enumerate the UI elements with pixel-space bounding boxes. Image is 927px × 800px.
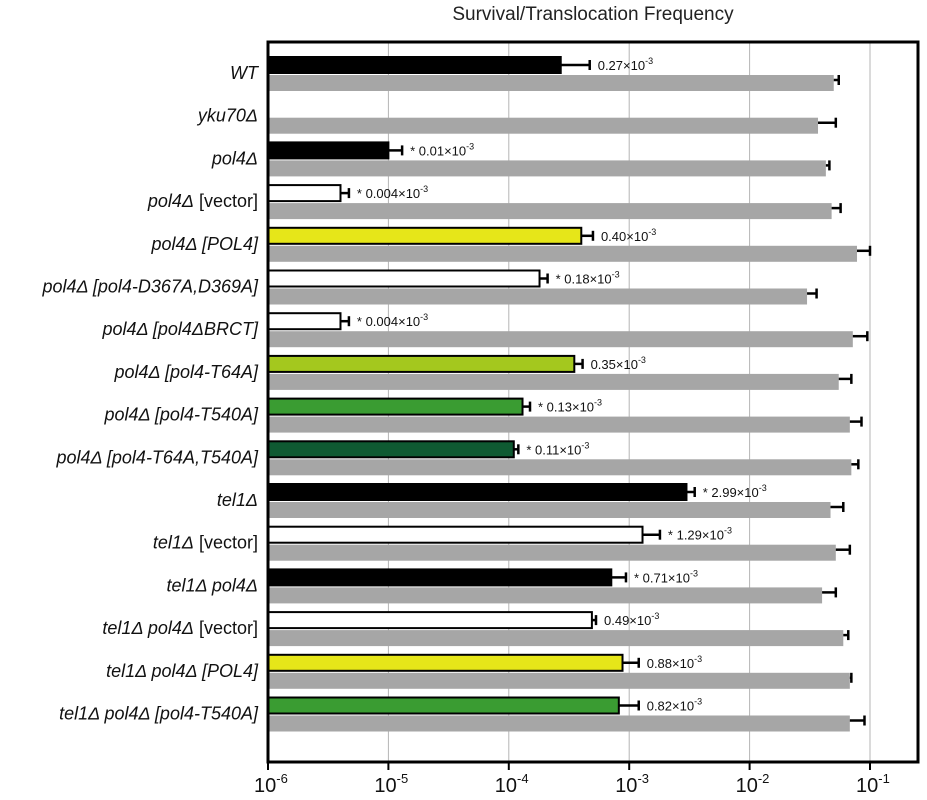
row-label: tel1Δ pol4Δ [POL4] [106, 661, 259, 681]
row-label: tel1Δ pol4Δ [vector] [102, 618, 258, 638]
survival-bar [268, 672, 850, 689]
bar-group: * 2.99×10-3 [267, 483, 845, 518]
bar-group: * 0.004×10-3 [267, 312, 869, 348]
data-label: * 0.11×10-3 [526, 440, 589, 457]
data-label: * 0.13×10-3 [538, 398, 602, 415]
data-label: * 2.99×10-3 [703, 483, 767, 500]
data-label: * 0.71×10-3 [634, 568, 698, 585]
survival-bar [268, 203, 832, 220]
x-tick-label: 10-2 [736, 771, 770, 797]
x-tick-label: 10-3 [615, 771, 649, 797]
data-label: 0.82×10-3 [647, 697, 702, 714]
translocation-bar [267, 269, 541, 288]
row-label: tel1Δ [217, 490, 258, 510]
bar-group: 0.88×10-3 [267, 653, 853, 689]
bars: 0.27×10-3 * 0.01×10-3 * 0.004×10-3 0.40×10-… [267, 56, 872, 732]
translocation-bar [267, 568, 613, 587]
x-tick-label: 10-1 [856, 771, 890, 797]
bar-group: * 0.18×10-3 [267, 269, 818, 305]
data-label: 0.27×10-3 [598, 56, 653, 73]
bar-group: * 1.29×10-3 [267, 525, 852, 561]
bar-group: 0.82×10-3 [267, 696, 866, 732]
data-label: * 0.004×10-3 [357, 312, 428, 329]
row-labels: WT yku70Δ pol4Δ pol4Δ [vector] pol4Δ [POL4] p… [41, 63, 260, 724]
row-label: pol4Δ [211, 148, 258, 168]
row-label: tel1Δ pol4Δ [pol4-T540A] [59, 704, 259, 724]
row-label: pol4Δ [vector] [147, 191, 258, 211]
translocation-bar [267, 483, 688, 501]
survival-bar [268, 416, 850, 433]
survival-bar [268, 160, 826, 177]
bar-group: 0.27×10-3 [267, 56, 840, 91]
x-tick-label: 10-4 [495, 771, 529, 797]
row-label: tel1Δ [vector] [153, 533, 258, 553]
survival-bar [268, 715, 850, 732]
row-label: pol4Δ [pol4-T64A,T540A] [55, 447, 259, 467]
row-label: yku70Δ [196, 106, 258, 126]
row-label: pol4Δ [POL4] [151, 234, 259, 254]
plot-frame [266, 40, 920, 764]
data-label: * 0.18×10-3 [556, 270, 620, 287]
row-label: pol4Δ [pol4-T540A] [103, 405, 259, 425]
translocation-bar [267, 696, 620, 715]
bar-group: 0.49×10-3 [267, 611, 850, 647]
survival-bar [268, 502, 831, 518]
survival-bar [268, 117, 819, 134]
translocation-bar [267, 226, 583, 245]
data-label: 0.40×10-3 [601, 227, 656, 244]
translocation-bar [267, 354, 576, 373]
translocation-bar [267, 56, 562, 74]
survival-bar [268, 288, 808, 305]
survival-bar [268, 245, 858, 262]
survival-bar [268, 544, 836, 561]
translocation-bar [267, 184, 342, 203]
data-label: 0.88×10-3 [647, 654, 702, 671]
row-label: tel1Δ pol4Δ [166, 575, 258, 595]
survival-bar [268, 373, 839, 390]
data-label: * 1.29×10-3 [668, 526, 732, 543]
bar-group: 0.35×10-3 [267, 354, 853, 390]
survival-bar [268, 75, 834, 91]
translocation-bar [267, 525, 644, 544]
translocation-bar [267, 653, 624, 672]
data-label: 0.35×10-3 [591, 355, 646, 372]
data-label: 0.49×10-3 [604, 611, 659, 628]
survival-bar [268, 331, 853, 348]
survival-bar [268, 630, 844, 647]
bar-group: 0.40×10-3 [267, 226, 872, 262]
translocation-bar [267, 312, 342, 331]
bar-group: * 0.13×10-3 [267, 397, 863, 433]
translocation-bar [267, 611, 593, 630]
data-label: * 0.004×10-3 [357, 184, 428, 201]
bar-group: * 0.71×10-3 [267, 568, 838, 604]
x-tick-label: 10-6 [254, 771, 288, 797]
x-axis: 10-6 10-5 10-4 10-3 10-2 10-1 [254, 762, 890, 797]
x-tick-label: 10-5 [374, 771, 408, 797]
row-label: WT [230, 63, 260, 83]
row-label: pol4Δ [pol4-T64A] [114, 362, 259, 382]
row-label: pol4Δ [pol4ΔBRCT] [101, 319, 259, 339]
bar-group [268, 117, 838, 134]
translocation-bar [267, 397, 524, 416]
row-label: pol4Δ [pol4-D367A,D369A] [41, 277, 259, 297]
bar-group: * 0.11×10-3 [267, 440, 860, 476]
data-label: * 0.01×10-3 [410, 141, 474, 158]
translocation-bar [267, 141, 390, 160]
chart-title: Survival/Translocation Frequency [452, 4, 734, 25]
translocation-bar [267, 440, 515, 459]
survival-bar [268, 459, 852, 476]
bar-group: * 0.004×10-3 [267, 184, 842, 220]
survival-bar [268, 587, 823, 604]
bar-group: * 0.01×10-3 [267, 141, 831, 177]
